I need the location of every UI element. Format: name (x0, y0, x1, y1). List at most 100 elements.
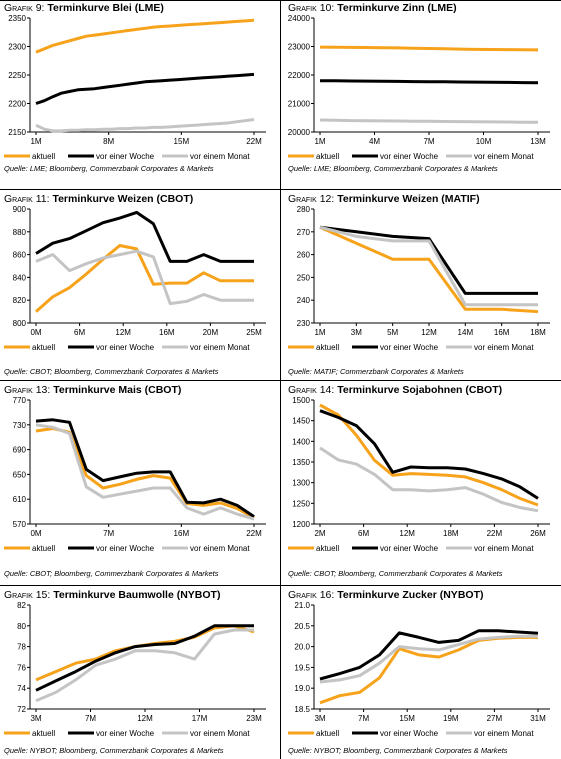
y-tick-label: 900 (13, 205, 27, 214)
y-tick-label: 1500 (292, 396, 310, 405)
legend-label-monat: vor einem Monat (474, 544, 534, 553)
series-vor-einer-woche-line (319, 409, 539, 500)
y-tick-label: 690 (13, 446, 27, 455)
x-tick-label: 8M (103, 137, 114, 146)
y-tick-label: 1400 (292, 437, 310, 446)
series-aktuell-line (319, 225, 539, 314)
chart-title: Grafik 10: Terminkurve Zinn (LME) (288, 2, 457, 14)
chart-panel-g15: Grafik 15: Terminkurve Baumwolle (NYBOT)… (0, 587, 272, 747)
chart-title-text: Terminkurve Blei (LME) (47, 2, 164, 14)
chart-number: Grafik 14: (288, 384, 335, 396)
y-tick-label: 22000 (288, 71, 311, 80)
x-tick-label: 15M (174, 137, 190, 146)
y-tick-label: 21.0 (294, 601, 310, 610)
series-vor-einer-woche-line (319, 225, 538, 295)
y-tick-label: 1450 (292, 417, 310, 426)
series-vor-einem-monat-line (35, 249, 254, 306)
x-tick-label: 7M (423, 137, 434, 146)
x-tick-label: 16M (159, 328, 175, 337)
series-vor-einer-woche-line (35, 624, 254, 692)
x-tick-label: 15M (399, 714, 415, 723)
chart-title: Grafik 11: Terminkurve Weizen (CBOT) (4, 193, 193, 205)
legend-label-woche: vor einer Woche (96, 343, 155, 352)
x-tick-label: 27M (487, 714, 503, 723)
x-tick-label: 6M (74, 328, 85, 337)
x-tick-label: 31M (530, 714, 546, 723)
chart-number: Grafik 9: (4, 2, 45, 14)
x-tick-label: 16M (174, 529, 190, 538)
x-tick-label: 20M (203, 328, 219, 337)
chart-title: Grafik 16: Terminkurve Zucker (NYBOT) (288, 589, 483, 601)
x-tick-label: 7M (103, 529, 114, 538)
legend-label-aktuell: aktuell (316, 152, 339, 161)
legend-label-aktuell: aktuell (32, 544, 55, 553)
legend-label-woche: vor einer Woche (380, 729, 439, 738)
series-vor-einer-woche-line (35, 418, 255, 518)
y-tick-label: 1250 (292, 499, 310, 508)
x-tick-label: 22M (246, 137, 262, 146)
x-tick-label: 12M (421, 328, 437, 337)
series-vor-einem-monat-line (319, 225, 538, 307)
y-tick-label: 610 (13, 495, 27, 504)
y-tick-label: 21000 (288, 100, 311, 109)
x-tick-label: 4M (369, 137, 380, 146)
chart-panel-g14: Grafik 14: Terminkurve Sojabohnen (CBOT)… (284, 382, 556, 562)
chart-panel-g12: Grafik 12: Terminkurve Weizen (MATIF) 28… (284, 191, 556, 359)
source-note: Quelle: CBOT; Bloomberg, Commerzbank Cor… (4, 367, 219, 376)
legend-label-woche: vor einer Woche (380, 544, 439, 553)
legend-label-monat: vor einem Monat (474, 343, 534, 352)
chart-number: Grafik 15: (4, 589, 51, 601)
series-aktuell-line (319, 403, 539, 507)
y-tick-label: 2150 (8, 128, 26, 137)
legend-label-woche: vor einer Woche (96, 544, 155, 553)
row-divider (0, 380, 561, 381)
x-tick-label: 19M (443, 714, 459, 723)
y-tick-label: 76 (17, 663, 26, 672)
source-note: Quelle: MATIF; Commerzbank Corporates & … (288, 367, 464, 376)
x-tick-label: 18M (530, 328, 546, 337)
x-tick-label: 10M (476, 137, 492, 146)
y-tick-label: 650 (13, 470, 27, 479)
series-aktuell-line (319, 45, 539, 52)
y-tick-label: 270 (297, 228, 311, 237)
x-tick-label: 22M (246, 529, 262, 538)
x-tick-label: 7M (358, 714, 369, 723)
source-note: Quelle: CBOT; Bloomberg, Commerzbank Cor… (288, 569, 503, 578)
x-tick-label: 0M (30, 529, 41, 538)
y-tick-label: 20.5 (294, 622, 310, 631)
legend-label-woche: vor einer Woche (380, 343, 439, 352)
legend-label-monat: vor einem Monat (474, 729, 534, 738)
y-tick-label: 230 (297, 319, 311, 328)
source-note: Quelle: LME; Bloomberg, Commerzbank Corp… (4, 164, 214, 173)
chart-panel-g10: Grafik 10: Terminkurve Zinn (LME) 24000 2… (284, 0, 556, 170)
chart-title: Grafik 9: Terminkurve Blei (LME) (4, 2, 164, 14)
y-tick-label: 250 (297, 273, 311, 282)
x-tick-label: 26M (530, 529, 546, 538)
series-vor-einer-woche-line (319, 79, 539, 85)
chart-title: Grafik 15: Terminkurve Baumwolle (NYBOT) (4, 589, 220, 601)
source-note: Quelle: CBOT; Bloomberg, Commerzbank Cor… (4, 569, 219, 578)
x-tick-label: 14M (458, 328, 474, 337)
y-tick-label: 730 (13, 421, 27, 430)
x-tick-label: 23M (246, 714, 262, 723)
series-vor-einer-woche-line (319, 629, 539, 681)
chart-title: Grafik 12: Terminkurve Weizen (MATIF) (288, 193, 480, 205)
y-tick-label: 1200 (292, 520, 310, 529)
chart-panel-g11: Grafik 11: Terminkurve Weizen (CBOT) 900… (0, 191, 272, 359)
y-tick-label: 240 (297, 296, 311, 305)
x-tick-label: 6M (358, 529, 369, 538)
x-tick-label: 1M (30, 137, 41, 146)
chart-title-text: Terminkurve Mais (CBOT) (53, 384, 182, 396)
legend-label-monat: vor einem Monat (190, 729, 250, 738)
chart-panel-g9: Grafik 9: Terminkurve Blei (LME) 2350 230… (0, 0, 272, 170)
source-note: Quelle: NYBOT; Bloomberg, Commerzbank Co… (4, 746, 224, 755)
y-tick-label: 78 (17, 643, 26, 652)
x-tick-label: 25M (246, 328, 262, 337)
x-tick-label: 5M (387, 328, 398, 337)
chart-svg-g14: 1500 1450 1400 1350 1300 1250 1200 2M 6M 12M 18M 22… (288, 396, 550, 553)
y-tick-label: 18.5 (294, 705, 310, 714)
chart-title-text: Terminkurve Zucker (NYBOT) (337, 589, 484, 601)
